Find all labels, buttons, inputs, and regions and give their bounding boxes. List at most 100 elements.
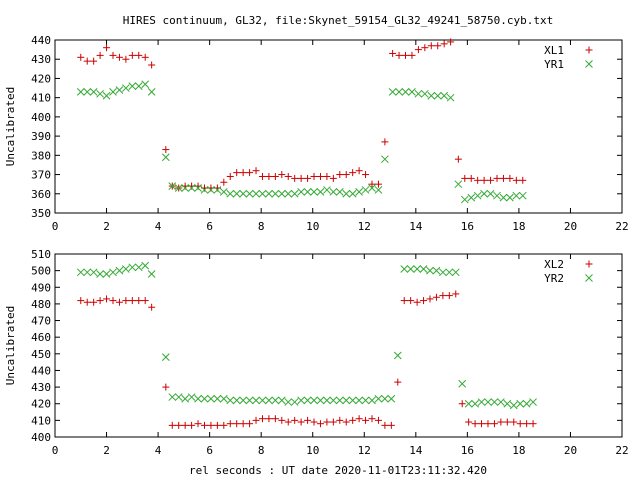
data-point xyxy=(458,400,466,408)
data-point xyxy=(134,82,143,90)
marker-stroke xyxy=(316,188,325,196)
marker-stroke xyxy=(388,88,397,96)
data-point xyxy=(445,268,454,277)
data-point xyxy=(141,53,149,61)
data-point xyxy=(297,188,305,196)
data-point xyxy=(355,415,363,423)
y-tick-label: 430 xyxy=(31,381,51,394)
data-point xyxy=(246,169,254,177)
data-point xyxy=(439,292,447,300)
x-tick-label: 22 xyxy=(615,444,628,457)
data-point xyxy=(393,351,402,360)
x-tick-label: 0 xyxy=(52,220,59,233)
x-tick-label: 22 xyxy=(615,220,628,233)
data-point xyxy=(277,189,286,198)
data-point xyxy=(506,193,514,202)
marker-stroke xyxy=(219,188,228,196)
data-point xyxy=(460,195,469,204)
data-point xyxy=(440,91,449,100)
data-point xyxy=(335,188,344,196)
marker-stroke xyxy=(361,396,370,405)
data-point xyxy=(362,171,370,179)
data-point xyxy=(434,42,442,50)
marker-stroke xyxy=(451,268,460,277)
data-point xyxy=(323,186,331,194)
data-point xyxy=(400,265,409,273)
data-point xyxy=(493,174,501,182)
marker-stroke xyxy=(297,396,305,405)
marker-stroke xyxy=(512,191,521,200)
data-point xyxy=(519,176,527,184)
data-point xyxy=(232,396,241,405)
data-point xyxy=(258,396,267,405)
data-point xyxy=(304,416,312,424)
data-point xyxy=(426,266,434,275)
marker-stroke xyxy=(342,396,351,405)
data-point xyxy=(109,268,117,277)
x-tick-label: 8 xyxy=(258,444,265,457)
data-point xyxy=(395,88,403,96)
data-point xyxy=(368,180,376,188)
series-yr1 xyxy=(76,80,527,204)
y-tick-label: 400 xyxy=(31,111,51,124)
y-tick-label: 430 xyxy=(31,53,51,66)
y-tick-label: 470 xyxy=(31,315,51,328)
data-point xyxy=(362,416,370,424)
data-point xyxy=(473,191,482,200)
data-point xyxy=(226,189,235,198)
legend-label: YR2 xyxy=(544,272,564,285)
marker-stroke xyxy=(342,189,351,198)
data-point xyxy=(141,261,150,270)
data-point xyxy=(316,420,324,428)
data-point xyxy=(89,268,98,277)
data-point xyxy=(162,146,170,154)
data-point xyxy=(83,57,91,65)
data-point xyxy=(128,51,136,59)
y-tick-label: 490 xyxy=(31,281,51,294)
chart-title: HIRES continuum, GL32, file:Skynet_59154… xyxy=(123,14,553,27)
data-point xyxy=(490,420,498,428)
data-point xyxy=(529,420,537,428)
data-point xyxy=(374,186,383,194)
data-point xyxy=(445,292,453,300)
data-point xyxy=(427,42,435,50)
marker-stroke xyxy=(473,191,482,200)
marker-stroke xyxy=(83,268,92,277)
marker-stroke xyxy=(128,263,137,272)
marker-stroke xyxy=(161,353,170,361)
y-axis-title: Uncalibrated xyxy=(4,306,17,385)
data-point xyxy=(181,394,190,403)
data-point xyxy=(103,295,111,303)
data-point xyxy=(389,49,397,57)
marker-stroke xyxy=(239,189,247,198)
data-point xyxy=(103,44,111,52)
marker-stroke xyxy=(310,396,318,405)
data-point xyxy=(484,398,492,406)
data-point xyxy=(454,155,462,163)
data-point xyxy=(181,184,190,192)
data-point xyxy=(219,394,228,403)
legend-label: XL1 xyxy=(544,44,564,57)
marker-stroke xyxy=(83,88,92,96)
marker-stroke xyxy=(141,261,150,270)
marker-stroke xyxy=(454,180,463,189)
marker-stroke xyxy=(265,189,273,198)
data-point xyxy=(316,396,325,405)
data-point xyxy=(96,270,104,278)
data-point xyxy=(96,89,104,98)
data-point xyxy=(83,88,92,96)
data-point xyxy=(342,171,350,179)
data-point xyxy=(239,169,247,177)
legend-marker xyxy=(585,46,593,54)
data-point xyxy=(349,169,357,177)
marker-stroke xyxy=(348,189,357,198)
data-point xyxy=(213,394,222,403)
data-point xyxy=(464,399,473,408)
marker-stroke xyxy=(271,396,280,405)
marker-stroke xyxy=(174,184,183,192)
data-point xyxy=(128,297,136,305)
data-point xyxy=(252,189,260,198)
data-point xyxy=(406,265,415,273)
x-tick-label: 12 xyxy=(358,220,371,233)
y-tick-label: 390 xyxy=(31,130,51,143)
